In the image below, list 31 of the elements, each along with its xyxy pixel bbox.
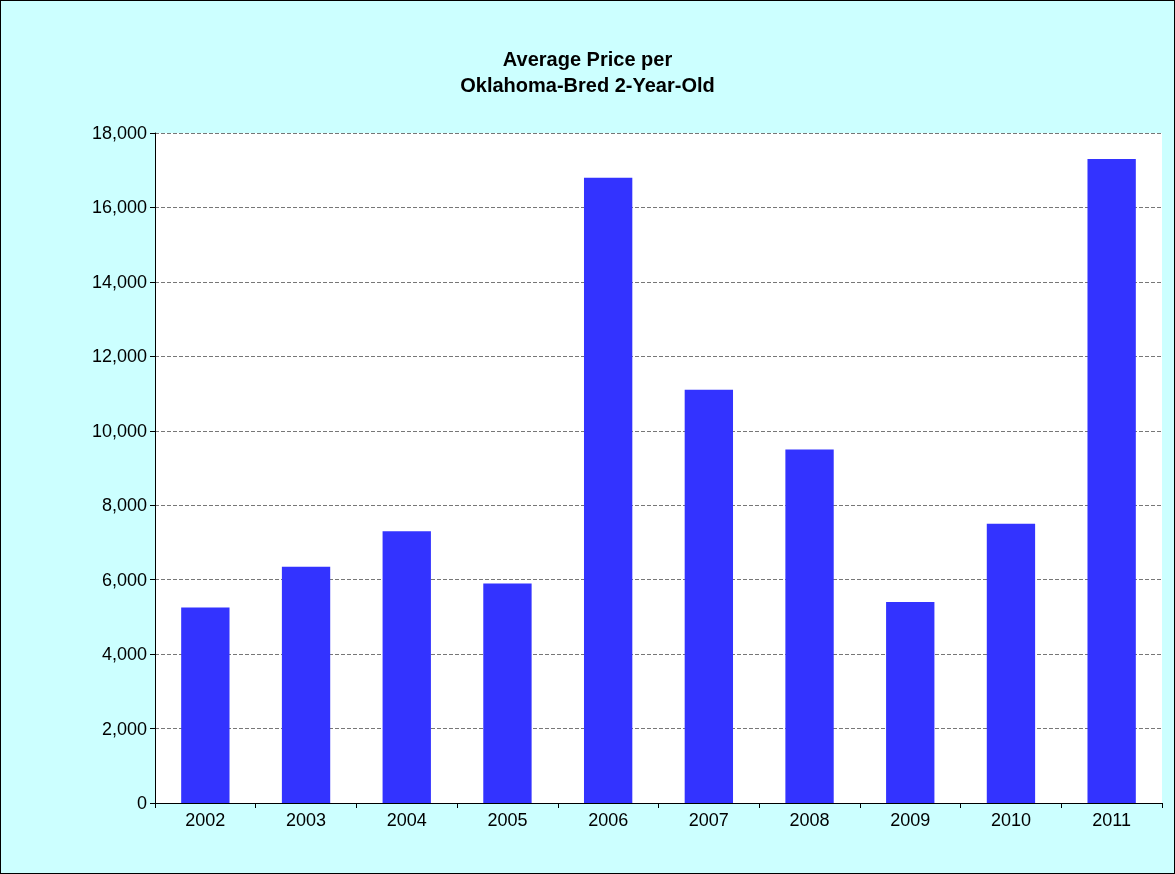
bar xyxy=(281,566,331,803)
y-tick-label: 8,000 xyxy=(101,495,147,516)
x-tick-label: 2004 xyxy=(386,810,427,830)
y-tick-label: 6,000 xyxy=(101,569,147,590)
y-tick-label: 2,000 xyxy=(101,718,147,739)
bar xyxy=(1087,159,1136,803)
x-tick-label: 2006 xyxy=(588,810,629,830)
y-tick-label: 16,000 xyxy=(91,197,147,218)
bar xyxy=(483,583,532,803)
y-tick-label: 0 xyxy=(136,793,147,813)
y-tick-label: 18,000 xyxy=(91,123,147,143)
x-tick-label: 2002 xyxy=(185,810,226,830)
x-tick-label: 2008 xyxy=(789,810,830,830)
bar xyxy=(785,449,834,803)
x-tick-label: 2005 xyxy=(487,810,528,830)
bar xyxy=(181,607,230,803)
y-tick-label: 12,000 xyxy=(91,346,147,367)
y-tick-label: 4,000 xyxy=(101,644,147,665)
x-tick-label: 2009 xyxy=(890,810,931,830)
chart-title: Average Price per Oklahoma-Bred 2-Year-Old xyxy=(460,48,715,96)
x-tick-label: 2003 xyxy=(286,810,327,830)
bar xyxy=(382,531,431,803)
y-tick-label: 14,000 xyxy=(91,271,147,292)
bar xyxy=(583,177,633,803)
y-tick-label: 10,000 xyxy=(91,420,147,441)
x-tick-label: 2011 xyxy=(1092,810,1132,830)
bar xyxy=(684,389,734,803)
bar xyxy=(886,602,935,803)
bar xyxy=(986,523,1036,803)
x-tick-label: 2010 xyxy=(990,810,1031,830)
x-tick-label: 2007 xyxy=(688,810,729,830)
